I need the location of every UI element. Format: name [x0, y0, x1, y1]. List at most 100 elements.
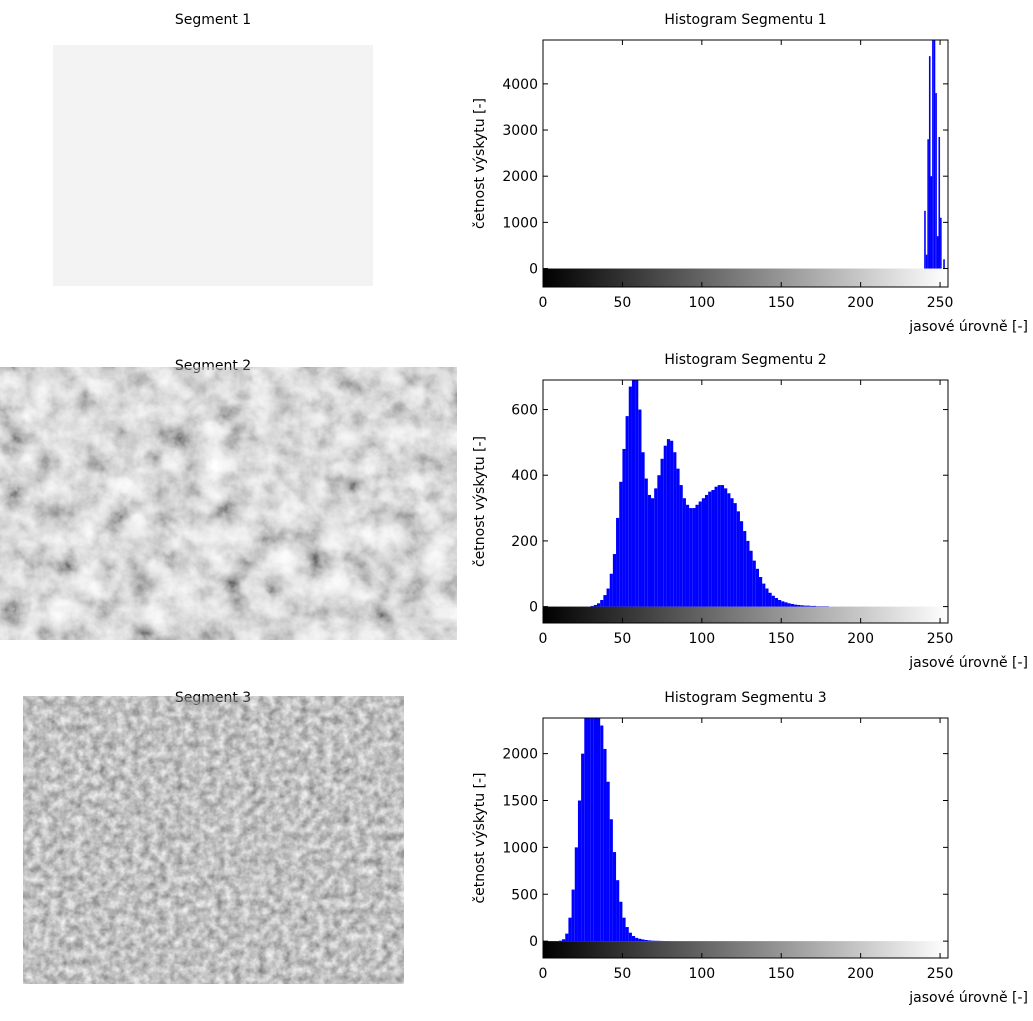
bar	[721, 485, 724, 606]
bar	[791, 604, 794, 607]
bar	[788, 603, 791, 606]
bar	[638, 410, 641, 607]
segment-image	[10, 390, 416, 617]
bar	[626, 416, 629, 606]
bar	[578, 801, 581, 942]
bar	[591, 606, 594, 607]
bar	[943, 259, 945, 268]
y-tick-label: 0	[529, 934, 538, 950]
bar	[632, 936, 635, 941]
bar	[587, 711, 590, 941]
bar	[667, 439, 670, 606]
bar	[641, 452, 644, 606]
bar	[575, 847, 578, 941]
image-title: Segment 3	[175, 690, 251, 706]
bar	[584, 711, 587, 941]
bar	[937, 236, 939, 268]
bar	[705, 495, 708, 607]
bar	[657, 475, 660, 606]
bar	[629, 933, 632, 941]
x-tick-label: 200	[847, 295, 874, 311]
x-tick-label: 150	[768, 631, 795, 647]
y-tick-label: 600	[511, 403, 538, 419]
bar	[661, 459, 664, 607]
bar	[597, 711, 600, 941]
bar	[775, 598, 778, 607]
bar	[929, 56, 931, 268]
y-tick-label: 200	[511, 534, 538, 550]
bar	[784, 602, 787, 606]
bar	[635, 380, 638, 607]
plot-frame	[543, 40, 948, 287]
x-tick-label: 150	[768, 966, 795, 982]
x-tick-label: 50	[613, 295, 631, 311]
bar	[613, 554, 616, 607]
bar	[572, 890, 575, 942]
bar	[616, 518, 619, 607]
bar	[645, 940, 648, 941]
bar	[635, 938, 638, 941]
bar	[734, 503, 737, 606]
bar	[743, 531, 746, 607]
segment-image	[55, 720, 372, 960]
x-tick-label: 50	[613, 631, 631, 647]
bar	[781, 601, 784, 606]
bar	[924, 211, 926, 269]
x-tick-label: 0	[539, 295, 548, 311]
bar	[740, 521, 743, 606]
bar	[932, 40, 934, 269]
bar	[632, 380, 635, 607]
bar	[807, 606, 810, 607]
bar	[756, 569, 759, 607]
bar	[581, 754, 584, 942]
x-tick-label: 100	[688, 966, 715, 982]
x-tick-label: 200	[847, 631, 874, 647]
y-axis-label: četnost výskytu [-]	[472, 772, 488, 903]
x-tick-label: 50	[613, 966, 631, 982]
x-axis-label: jasové úrovně [-]	[908, 655, 1028, 671]
bar	[772, 596, 775, 607]
bar	[591, 711, 594, 941]
segment-image	[53, 45, 373, 286]
bar	[800, 605, 803, 606]
bar	[935, 93, 937, 268]
x-axis-label: jasové úrovně [-]	[908, 990, 1028, 1006]
bar	[797, 605, 800, 607]
bar	[629, 387, 632, 607]
bar	[940, 218, 942, 269]
x-tick-label: 200	[847, 966, 874, 982]
y-tick-label: 1000	[502, 840, 538, 856]
bar	[610, 574, 613, 607]
bar	[794, 605, 797, 607]
x-tick-label: 250	[927, 966, 954, 982]
y-axis-label: četnost výskytu [-]	[472, 436, 488, 567]
bar	[680, 485, 683, 606]
bar	[746, 541, 749, 607]
bar	[810, 606, 813, 607]
bar	[730, 498, 733, 606]
x-tick-label: 150	[768, 295, 795, 311]
bar	[708, 492, 711, 607]
bar	[619, 482, 622, 607]
image-title: Segment 2	[175, 358, 251, 374]
bar	[673, 452, 676, 606]
y-tick-label: 400	[511, 468, 538, 484]
bar	[689, 508, 692, 607]
x-tick-label: 100	[688, 631, 715, 647]
bar	[753, 561, 756, 607]
bar	[724, 488, 727, 606]
bar	[670, 441, 673, 607]
bar	[765, 589, 768, 607]
bar	[607, 782, 610, 941]
bar	[603, 749, 606, 941]
bar	[699, 502, 702, 607]
bar	[597, 603, 600, 606]
bar	[613, 852, 616, 941]
bar	[803, 606, 806, 607]
bar	[778, 600, 781, 607]
bar	[648, 495, 651, 607]
bar	[711, 490, 714, 607]
bar	[695, 505, 698, 607]
bar	[683, 498, 686, 606]
